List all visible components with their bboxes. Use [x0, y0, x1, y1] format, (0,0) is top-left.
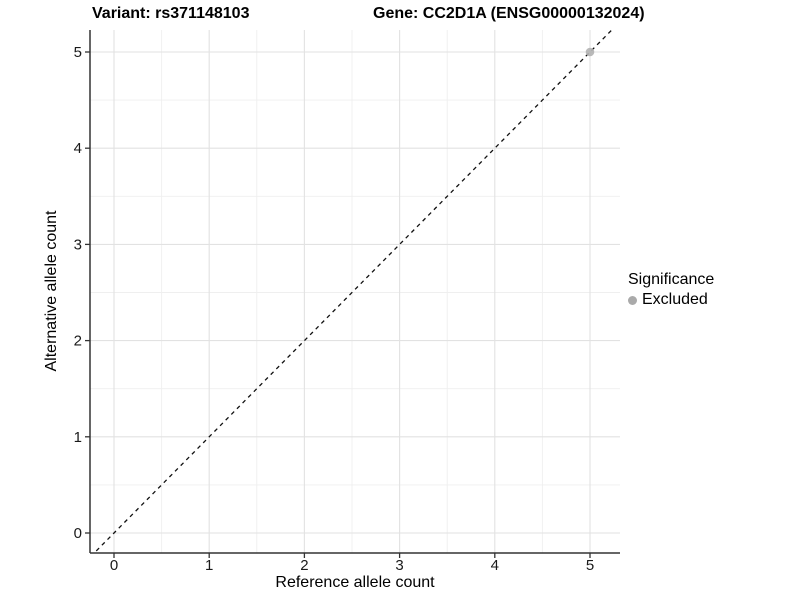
- x-tick-label: 2: [300, 557, 308, 574]
- y-tick-label: 5: [74, 44, 82, 61]
- legend-item-excluded: Excluded: [628, 291, 714, 309]
- x-tick-label: 3: [395, 557, 403, 574]
- data-point-excluded: [585, 47, 595, 57]
- x-tick-label: 1: [205, 557, 213, 574]
- identity-line: [93, 30, 613, 553]
- plot-title-variant: Variant: rs371148103: [92, 5, 250, 22]
- x-axis-title: Reference allele count: [275, 574, 435, 591]
- x-tick-label: 4: [491, 557, 499, 574]
- legend: Significance Excluded: [628, 271, 714, 309]
- legend-item-label: Excluded: [642, 291, 708, 308]
- x-tick-label: 5: [586, 557, 594, 574]
- x-tick-label: 0: [110, 557, 118, 574]
- legend-key-dot-icon: [628, 295, 637, 305]
- y-axis-title: Alternative allele count: [43, 210, 60, 372]
- y-tick-label: 1: [74, 429, 82, 446]
- y-tick-label: 4: [74, 140, 82, 157]
- plot-title-gene: Gene: CC2D1A (ENSG00000132024): [373, 5, 645, 22]
- y-tick-label: 3: [74, 236, 82, 253]
- legend-title: Significance: [628, 271, 715, 288]
- y-tick-label: 2: [74, 333, 82, 350]
- y-tick-label: 0: [74, 525, 82, 542]
